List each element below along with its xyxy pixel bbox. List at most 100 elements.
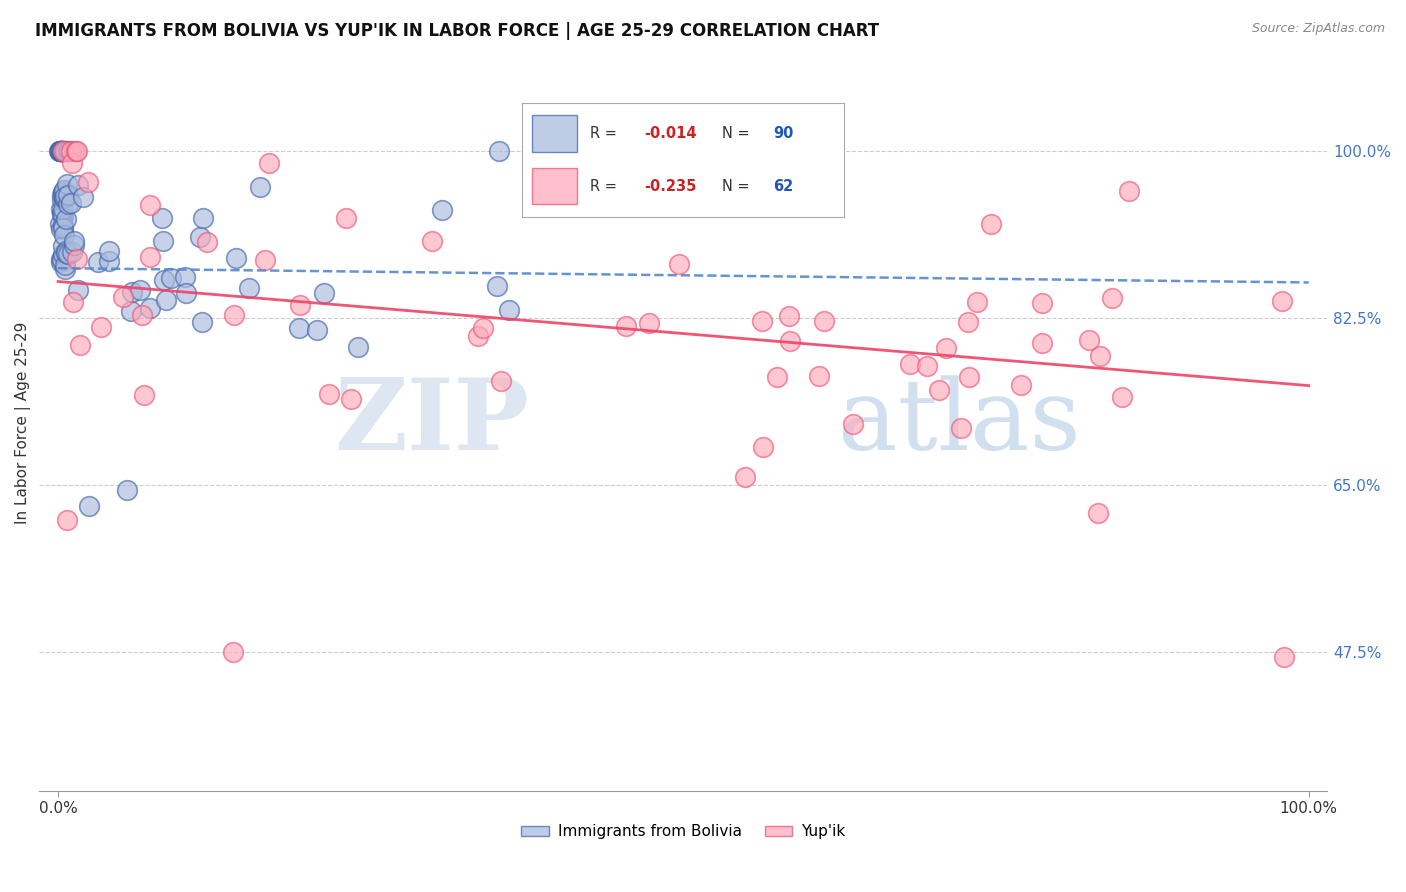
Point [52, 247, 75, 261]
Point [614, 319, 637, 334]
Point [751, 314, 773, 328]
Point [49, 252, 72, 267]
Point [1118, 185, 1140, 199]
Point [155, 293, 177, 307]
Point [1101, 292, 1123, 306]
Point [63, 235, 86, 249]
Point [1272, 649, 1295, 664]
Point [290, 298, 312, 312]
Point [51, 144, 73, 158]
Point [138, 301, 160, 315]
Point [307, 323, 329, 337]
Point [53, 258, 76, 272]
Point [249, 180, 271, 194]
Point [928, 383, 950, 397]
Point [62, 144, 84, 158]
Point [53, 261, 76, 276]
Point [52, 227, 75, 242]
Point [485, 279, 508, 293]
Point [52, 191, 75, 205]
Point [52, 239, 75, 253]
Point [980, 217, 1002, 231]
Point [1088, 349, 1111, 363]
Point [488, 144, 510, 158]
Point [174, 269, 197, 284]
Point [176, 286, 198, 301]
Point [900, 357, 922, 371]
Point [60, 244, 83, 259]
Text: atlas: atlas [838, 375, 1081, 471]
Point [121, 285, 143, 299]
Point [63, 238, 86, 252]
Point [51, 206, 73, 220]
Point [139, 250, 162, 264]
Point [312, 286, 335, 301]
Point [51, 207, 73, 221]
Point [53, 144, 76, 158]
Point [195, 235, 218, 249]
Point [48, 144, 70, 158]
Point [288, 321, 311, 335]
Point [90, 320, 112, 334]
Point [1077, 333, 1099, 347]
Point [49, 144, 72, 158]
Point [56, 247, 79, 261]
Point [1087, 506, 1109, 520]
Point [49, 254, 72, 268]
Point [53, 183, 76, 197]
Point [160, 271, 183, 285]
Point [51, 222, 73, 236]
Point [52, 202, 75, 216]
Point [153, 273, 176, 287]
Point [56, 178, 79, 192]
Point [957, 370, 980, 384]
Point [55, 245, 77, 260]
Point [51, 144, 73, 158]
Legend: Immigrants from Bolivia, Yup'ik: Immigrants from Bolivia, Yup'ik [515, 818, 852, 846]
Point [949, 421, 972, 435]
Point [51, 253, 73, 268]
Point [257, 155, 280, 169]
Point [97, 244, 120, 259]
Point [56, 196, 79, 211]
Point [224, 308, 246, 322]
Point [49, 144, 72, 158]
Point [52, 144, 75, 158]
Point [60, 155, 83, 169]
Point [347, 340, 370, 354]
Point [150, 211, 173, 225]
Point [87, 254, 110, 268]
Point [48, 144, 70, 158]
Point [51, 144, 73, 158]
Point [55, 244, 77, 258]
Point [131, 308, 153, 322]
Point [49, 218, 72, 232]
Point [69, 338, 91, 352]
Point [707, 144, 730, 158]
Point [238, 281, 260, 295]
Point [97, 253, 120, 268]
Point [225, 251, 247, 265]
Point [49, 144, 72, 158]
Point [65, 144, 87, 158]
Text: Source: ZipAtlas.com: Source: ZipAtlas.com [1251, 22, 1385, 36]
Point [1031, 335, 1053, 350]
Point [52, 221, 75, 235]
Point [52, 185, 75, 199]
Point [58, 144, 80, 158]
Point [489, 374, 512, 388]
Point [58, 144, 80, 158]
Point [48, 144, 70, 158]
Point [120, 303, 142, 318]
Point [430, 202, 453, 217]
Point [766, 370, 789, 384]
Point [152, 234, 174, 248]
Point [917, 359, 939, 374]
Point [52, 209, 75, 223]
Point [134, 388, 156, 402]
Point [59, 195, 82, 210]
Point [420, 234, 443, 248]
Point [48, 144, 70, 158]
Point [254, 252, 277, 267]
Point [51, 188, 73, 202]
